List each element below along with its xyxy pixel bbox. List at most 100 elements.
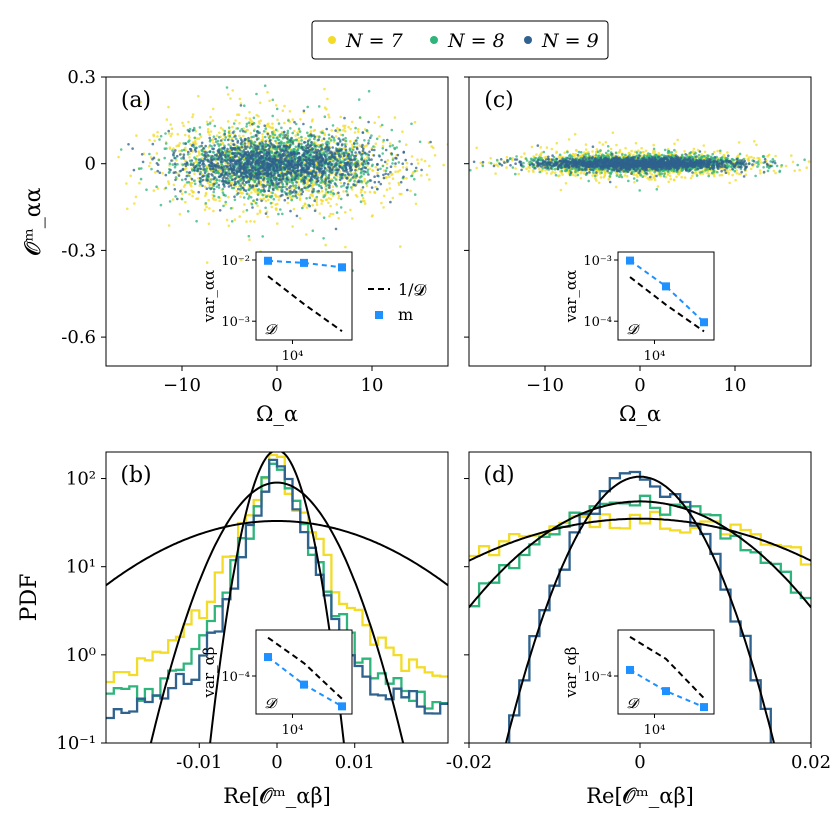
- scatter-point: [218, 179, 221, 182]
- scatter-point: [320, 170, 324, 173]
- scatter-point: [212, 158, 215, 161]
- scatter-point: [236, 127, 239, 130]
- scatter-point: [199, 167, 203, 171]
- scatter-point: [177, 174, 181, 177]
- scatter-point: [170, 132, 174, 136]
- scatter-point: [284, 133, 287, 137]
- scatter-point: [244, 189, 248, 192]
- scatter-point: [329, 197, 333, 201]
- scatter-point: [545, 146, 549, 149]
- scatter-point: [350, 188, 354, 191]
- scatter-point: [268, 151, 271, 155]
- scatter-point: [282, 141, 286, 145]
- scatter-point: [241, 192, 244, 195]
- scatter-point: [276, 171, 279, 175]
- scatter-point: [327, 133, 331, 137]
- scatter-point: [225, 218, 229, 222]
- scatter-point: [374, 165, 378, 169]
- scatter-point: [285, 149, 288, 152]
- scatter-point: [319, 148, 323, 152]
- scatter-point: [290, 136, 293, 140]
- scatter-point: [220, 163, 224, 166]
- scatter-point: [271, 126, 274, 129]
- scatter-point: [270, 160, 273, 163]
- scatter-point: [294, 122, 298, 126]
- scatter-point: [359, 191, 363, 194]
- scatter-point: [211, 164, 214, 167]
- scatter-point: [384, 148, 388, 152]
- scatter-point: [244, 130, 247, 134]
- scatter-point: [287, 119, 290, 122]
- scatter-point: [599, 176, 603, 179]
- scatter-point: [318, 135, 321, 139]
- scatter-point: [595, 148, 599, 151]
- scatter-point: [192, 141, 195, 144]
- scatter-point: [296, 161, 300, 164]
- scatter-point: [255, 161, 258, 164]
- scatter-point: [270, 194, 274, 198]
- x-tick-label: −10: [163, 375, 201, 396]
- scatter-point: [285, 173, 288, 177]
- scatter-point: [413, 169, 417, 173]
- scatter-point: [198, 164, 202, 167]
- scatter-point: [298, 197, 302, 200]
- scatter-point: [402, 175, 405, 179]
- scatter-point: [196, 169, 199, 173]
- scatter-point: [192, 190, 195, 194]
- scatter-point: [344, 174, 347, 177]
- scatter-point: [184, 164, 188, 167]
- scatter-point: [294, 176, 298, 179]
- scatter-point: [275, 180, 278, 184]
- scatter-point: [309, 125, 313, 129]
- scatter-point: [302, 153, 306, 157]
- scatter-point: [220, 166, 223, 170]
- scatter-point: [370, 158, 373, 161]
- scatter-point: [329, 190, 333, 194]
- scatter-point: [223, 149, 227, 152]
- scatter-point: [317, 138, 321, 141]
- scatter-point: [187, 174, 191, 178]
- scatter-point: [328, 184, 331, 187]
- scatter-point: [177, 144, 181, 147]
- scatter-point: [337, 196, 341, 200]
- scatter-point: [180, 149, 184, 152]
- scatter-point: [226, 158, 230, 162]
- scatter-point: [383, 160, 387, 164]
- scatter-point: [376, 187, 379, 191]
- scatter-point: [416, 162, 420, 165]
- scatter-point: [373, 180, 377, 184]
- scatter-point: [314, 144, 317, 148]
- scatter-point: [304, 155, 308, 159]
- scatter-point: [357, 127, 360, 131]
- scatter-point: [221, 150, 224, 154]
- scatter-point: [336, 130, 339, 133]
- scatter-point: [289, 171, 293, 175]
- scatter-point: [226, 174, 230, 177]
- scatter-point: [393, 147, 397, 151]
- scatter-point: [283, 185, 287, 189]
- scatter-point: [261, 135, 265, 139]
- scatter-point: [567, 138, 571, 141]
- scatter-point: [342, 184, 345, 187]
- scatter-point: [230, 148, 234, 152]
- scatter-point: [361, 149, 365, 153]
- scatter-point: [199, 170, 202, 174]
- scatter-point: [401, 130, 404, 133]
- scatter-point: [239, 163, 242, 167]
- scatter-point: [381, 144, 385, 148]
- scatter-point: [294, 184, 298, 187]
- scatter-point: [327, 137, 331, 140]
- scatter-point: [343, 126, 347, 130]
- scatter-point: [339, 155, 343, 158]
- scatter-point: [175, 154, 179, 158]
- scatter-point: [235, 189, 239, 193]
- scatter-point: [305, 146, 308, 150]
- scatter-point: [231, 152, 235, 155]
- scatter-point: [271, 154, 274, 158]
- scatter-point: [234, 137, 238, 141]
- scatter-point: [191, 129, 195, 132]
- scatter-point: [230, 181, 234, 185]
- scatter-point: [346, 154, 350, 158]
- scatter-point: [640, 146, 643, 150]
